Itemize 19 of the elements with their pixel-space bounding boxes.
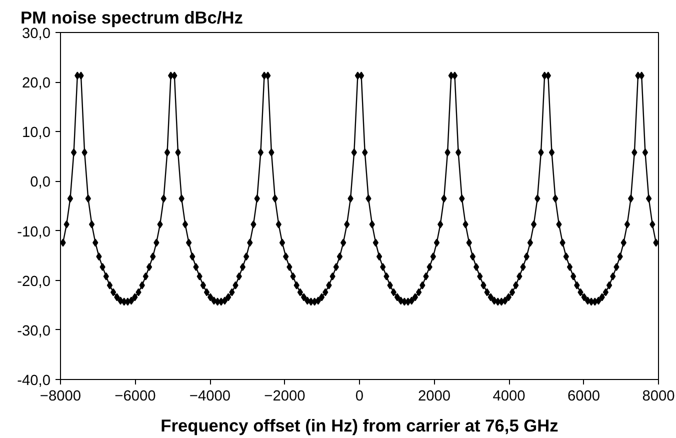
x-tick-label: 2000 (418, 388, 451, 404)
y-tick-label: 20,0 (22, 76, 51, 92)
x-tick-label: −8000 (40, 388, 82, 404)
x-tick-label: −2000 (264, 388, 306, 404)
x-tick-label: 4000 (492, 388, 526, 404)
y-tick-label: -40,0 (17, 373, 50, 389)
y-tick-label: -10,0 (17, 224, 50, 240)
x-tick-label: 6000 (567, 388, 600, 404)
chart-title: PM noise spectrum dBc/Hz (20, 8, 244, 28)
x-axis-title: Frequency offset (in Hz) from carrier at 76,5 GHz (160, 416, 559, 436)
y-tick-label: -30,0 (17, 323, 50, 340)
x-tick-label: 0 (355, 388, 364, 404)
y-tick-label: -20,0 (17, 274, 50, 290)
x-tick-label: −6000 (114, 388, 156, 404)
x-tick-label: 8000 (642, 388, 675, 404)
y-tick-label: 10,0 (22, 125, 51, 142)
y-tick-label: 30,0 (22, 26, 51, 42)
x-tick-label: −4000 (189, 388, 231, 404)
y-tick-label: 0,0 (30, 174, 50, 191)
